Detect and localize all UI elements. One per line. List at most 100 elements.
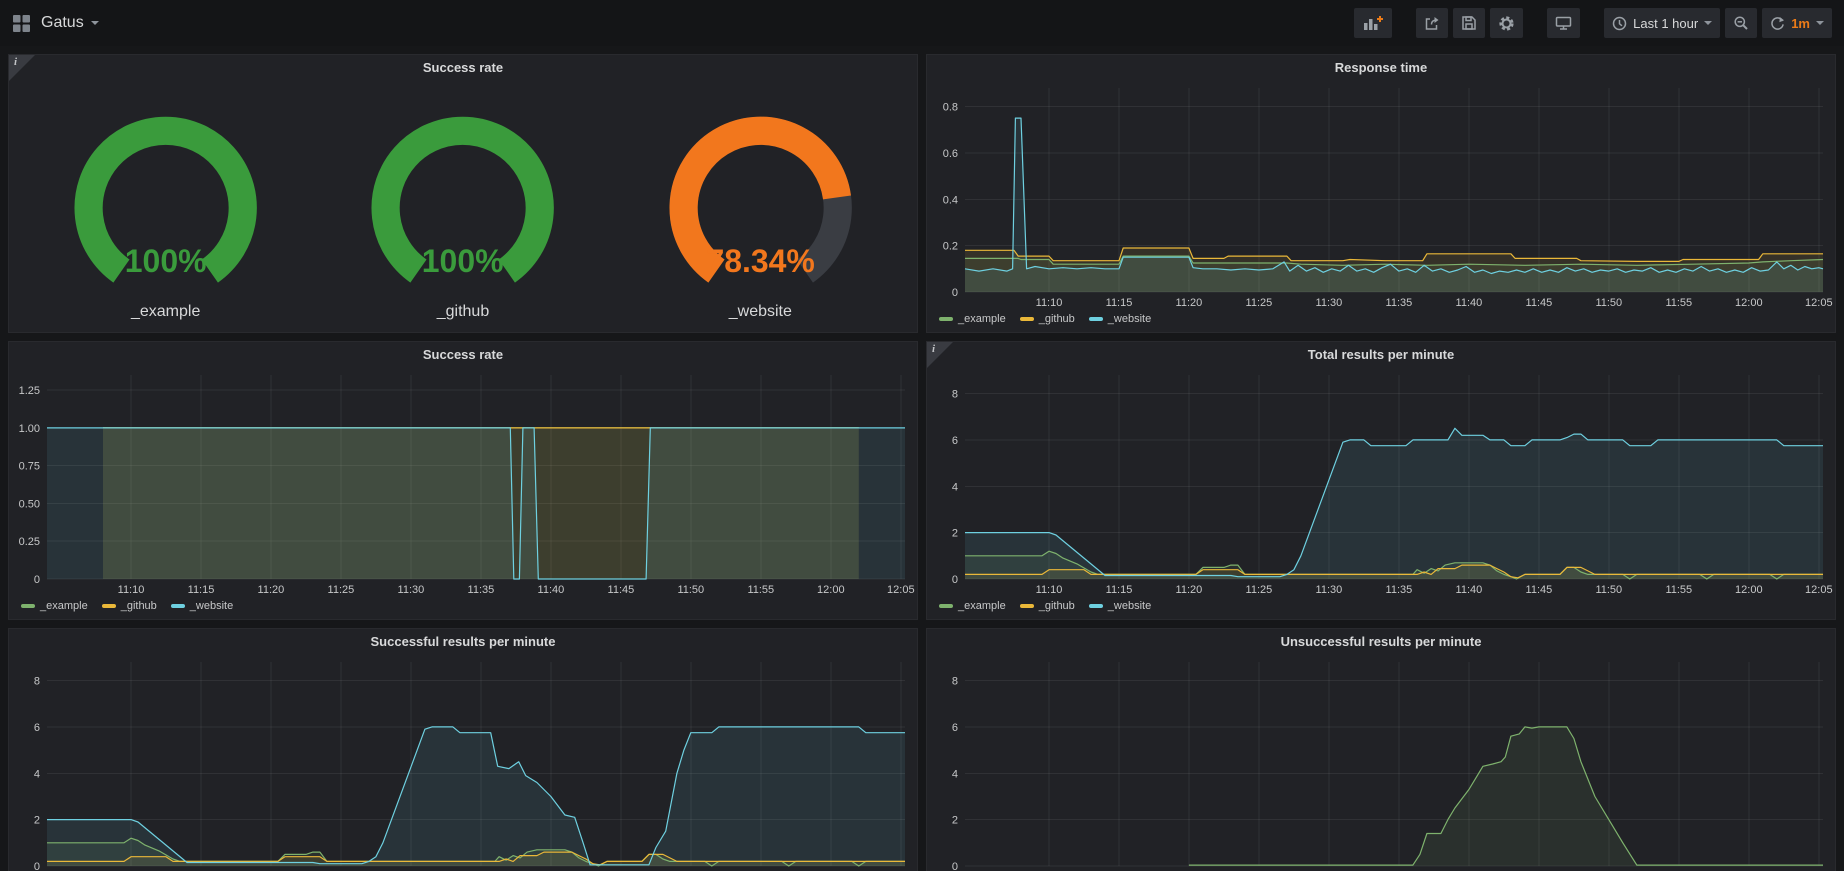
share-button[interactable] bbox=[1416, 8, 1448, 38]
legend-item-_github[interactable]: _github bbox=[1020, 600, 1075, 612]
series-name: _example bbox=[958, 600, 1006, 612]
chevron-down-icon bbox=[1816, 21, 1824, 25]
chart-canvas[interactable]: 11:1011:1511:2011:2511:3011:3511:4011:45… bbox=[9, 368, 917, 597]
series-color-dash bbox=[1089, 604, 1103, 608]
svg-text:1.25: 1.25 bbox=[19, 385, 40, 397]
svg-text:11:30: 11:30 bbox=[398, 584, 425, 596]
series-color-dash bbox=[1020, 604, 1034, 608]
svg-text:11:50: 11:50 bbox=[1595, 297, 1622, 309]
svg-text:0: 0 bbox=[952, 287, 958, 299]
svg-text:11:10: 11:10 bbox=[118, 584, 145, 596]
dashboard-title-picker[interactable]: Gatus bbox=[41, 14, 99, 32]
svg-text:0: 0 bbox=[34, 861, 40, 871]
svg-text:12:00: 12:00 bbox=[1735, 584, 1763, 596]
chart-area[interactable]: 11:1011:1511:2011:2511:3011:3511:4011:45… bbox=[9, 655, 917, 871]
chart-area[interactable]: 11:1011:1511:2011:2511:3011:3511:4011:45… bbox=[9, 368, 917, 597]
save-icon bbox=[1461, 15, 1477, 31]
panel-title[interactable]: Success rate bbox=[9, 55, 917, 81]
legend-item-_example[interactable]: _example bbox=[939, 313, 1006, 325]
svg-text:11:25: 11:25 bbox=[1246, 297, 1273, 309]
svg-text:11:45: 11:45 bbox=[1526, 297, 1553, 309]
svg-text:12:05: 12:05 bbox=[1805, 584, 1833, 596]
gauge-arc: 100% bbox=[17, 112, 314, 300]
refresh-interval-label: 1m bbox=[1791, 16, 1810, 31]
svg-text:0: 0 bbox=[952, 861, 958, 871]
svg-text:4: 4 bbox=[952, 481, 958, 493]
dashboards-grid-icon[interactable] bbox=[12, 14, 31, 33]
chart-canvas[interactable]: 11:1011:1511:2011:2511:3011:3511:4011:45… bbox=[927, 81, 1835, 310]
chart-area[interactable]: 11:1011:1511:2011:2511:3011:3511:4011:45… bbox=[927, 368, 1835, 597]
chart-canvas[interactable]: 11:1011:1511:2011:2511:3011:3511:4011:45… bbox=[927, 655, 1835, 871]
svg-text:6: 6 bbox=[952, 722, 958, 734]
chevron-down-icon bbox=[1704, 21, 1712, 25]
chart-canvas[interactable]: 11:1011:1511:2011:2511:3011:3511:4011:45… bbox=[9, 655, 917, 871]
settings-button[interactable] bbox=[1490, 8, 1523, 38]
svg-text:4: 4 bbox=[34, 768, 40, 780]
panel-title[interactable]: Successful results per minute bbox=[9, 629, 917, 655]
gauge-label: _example bbox=[131, 300, 200, 326]
save-button[interactable] bbox=[1453, 8, 1485, 38]
zoom-out-button[interactable] bbox=[1725, 8, 1757, 38]
svg-text:6: 6 bbox=[952, 435, 958, 447]
svg-text:11:45: 11:45 bbox=[1526, 584, 1553, 596]
svg-text:11:20: 11:20 bbox=[258, 584, 285, 596]
chart-area[interactable]: 11:1011:1511:2011:2511:3011:3511:4011:45… bbox=[927, 655, 1835, 871]
series-color-dash bbox=[1020, 317, 1034, 321]
panel-title[interactable]: Total results per minute bbox=[927, 342, 1835, 368]
legend: _example _github _website bbox=[927, 597, 1835, 619]
legend-item-_website[interactable]: _website bbox=[171, 600, 233, 612]
gauge-_github: 100% _github bbox=[314, 83, 611, 326]
svg-text:0.4: 0.4 bbox=[943, 194, 958, 206]
svg-text:11:10: 11:10 bbox=[1036, 297, 1063, 309]
gauge-value: 78.34% bbox=[706, 243, 814, 279]
gauge-label: _website bbox=[729, 300, 792, 326]
svg-text:11:50: 11:50 bbox=[677, 584, 704, 596]
svg-text:11:15: 11:15 bbox=[1106, 297, 1133, 309]
svg-text:11:25: 11:25 bbox=[328, 584, 355, 596]
svg-text:2: 2 bbox=[952, 528, 958, 540]
svg-text:11:15: 11:15 bbox=[1106, 584, 1133, 596]
legend-item-_website[interactable]: _website bbox=[1089, 600, 1151, 612]
add-panel-button[interactable] bbox=[1354, 8, 1392, 38]
zoom-out-icon bbox=[1733, 15, 1749, 31]
panel-title[interactable]: Unsuccessful results per minute bbox=[927, 629, 1835, 655]
panel-title[interactable]: Response time bbox=[927, 55, 1835, 81]
svg-text:0.75: 0.75 bbox=[19, 461, 40, 473]
svg-text:12:00: 12:00 bbox=[1735, 297, 1763, 309]
chart-canvas[interactable]: 11:1011:1511:2011:2511:3011:3511:4011:45… bbox=[927, 368, 1835, 597]
svg-text:1.00: 1.00 bbox=[19, 423, 40, 435]
chart-area[interactable]: 11:1011:1511:2011:2511:3011:3511:4011:45… bbox=[927, 81, 1835, 310]
panel-successful-results: Successful results per minute 11:1011:15… bbox=[8, 628, 918, 871]
clock-icon bbox=[1612, 16, 1627, 31]
series-color-dash bbox=[171, 604, 185, 608]
svg-text:11:10: 11:10 bbox=[1036, 584, 1063, 596]
svg-text:11:35: 11:35 bbox=[1386, 584, 1413, 596]
series-name: _github bbox=[1039, 600, 1075, 612]
panel-title[interactable]: Success rate bbox=[9, 342, 917, 368]
gauge-value: 100% bbox=[422, 243, 504, 279]
legend-item-_github[interactable]: _github bbox=[1020, 313, 1075, 325]
series-color-dash bbox=[939, 317, 953, 321]
panel-unsuccessful-results: Unsuccessful results per minute 11:1011:… bbox=[926, 628, 1836, 871]
svg-text:8: 8 bbox=[952, 389, 958, 401]
svg-text:12:05: 12:05 bbox=[887, 584, 915, 596]
svg-text:11:50: 11:50 bbox=[1595, 584, 1622, 596]
panel-info-icon[interactable] bbox=[9, 55, 35, 81]
svg-text:0: 0 bbox=[952, 574, 958, 586]
svg-text:11:40: 11:40 bbox=[1456, 584, 1483, 596]
legend-item-_example[interactable]: _example bbox=[21, 600, 88, 612]
cycle-view-button[interactable] bbox=[1547, 8, 1580, 38]
panel-info-icon[interactable] bbox=[927, 342, 953, 368]
series-name: _website bbox=[1108, 313, 1151, 325]
panel-success-rate-timeseries: Success rate 11:1011:1511:2011:2511:3011… bbox=[8, 341, 918, 620]
series-color-dash bbox=[21, 604, 35, 608]
time-range-picker[interactable]: Last 1 hour bbox=[1604, 8, 1720, 38]
legend-item-_example[interactable]: _example bbox=[939, 600, 1006, 612]
legend-item-_website[interactable]: _website bbox=[1089, 313, 1151, 325]
legend-item-_github[interactable]: _github bbox=[102, 600, 157, 612]
refresh-button[interactable]: 1m bbox=[1762, 8, 1832, 38]
svg-text:8: 8 bbox=[952, 676, 958, 688]
series-color-dash bbox=[102, 604, 116, 608]
svg-text:11:30: 11:30 bbox=[1316, 584, 1343, 596]
series-name: _github bbox=[121, 600, 157, 612]
